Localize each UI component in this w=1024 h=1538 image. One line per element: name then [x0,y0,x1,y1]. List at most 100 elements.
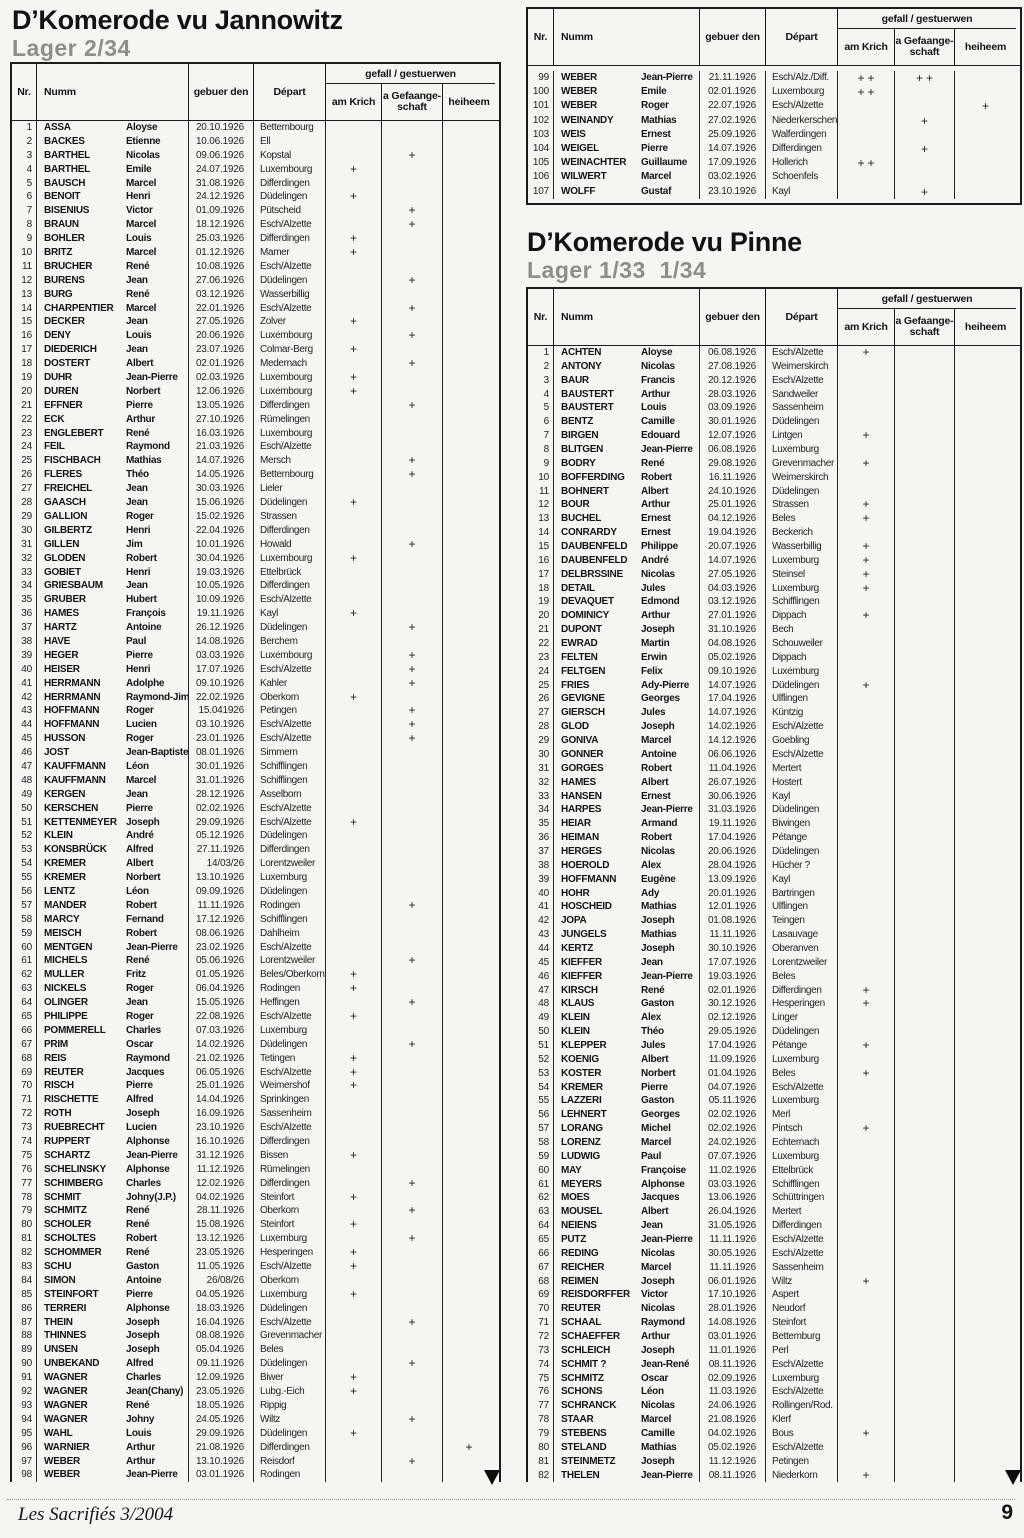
row-number: 68 [538,1275,549,1287]
name-cell: FEIL Raymond [36,440,188,455]
name-cell: KERGEN Jean [36,787,188,802]
depart-cell: Düdelingen [765,415,837,430]
mark-heiheem [442,634,495,649]
given-name: Georges [641,693,680,705]
depart-cell: Lubg.-Eich [253,1385,325,1399]
table-row: 40 HEISER Henri 17.07.1926 Esch/Alzette + [12,662,499,677]
table-row: 63 NICKELS Roger 06.04.1926 Rodingen + [12,981,499,997]
mark-am-krich [325,1093,381,1108]
given-name: Jean [126,344,148,356]
given-name: Alex [641,1012,662,1024]
name-cell: SCHMITZ René [36,1204,188,1219]
given-name: Jean [126,580,148,592]
birthdate-cell: 08.08.1926 [188,1329,253,1344]
mark-am-krich: + [837,456,894,471]
mark-gefaangeschaft: + [381,995,442,1011]
mark-gefaangeschaft [381,746,442,760]
mark-gefaangeschaft [381,176,442,191]
row-number: 37 [21,622,32,634]
mark-am-krich [325,176,381,191]
depart-cell: Sassenheim [253,1107,325,1122]
depart-cell: Differdingen [253,579,325,594]
surname: MARCY [44,913,80,925]
name-cell: EFFNER Pierre [36,398,188,413]
mark-gefaangeschaft [894,85,954,100]
mark-gefaangeschaft [381,1260,442,1274]
surname: KOENIG [561,1053,599,1065]
mark-am-krich: + [837,608,894,624]
name-cell: BURG René [36,287,188,302]
birthdate-cell: 07.03.1926 [188,1023,253,1038]
row-number: 54 [21,858,32,870]
table-row: 55 KREMER Norbert 13.10.1926 Luxemburg [12,871,499,885]
mark-am-krich [837,443,894,457]
name-cell: MARCY Fernand [36,912,188,927]
mark-am-krich: + [325,315,381,330]
table-row: 81 STEINMETZ Joseph 11.12.1926 Petingen [528,1454,1020,1469]
birthdate-cell: 09.06.1926 [188,148,253,163]
surname: HARPES [561,804,602,816]
birthdate-cell: 23.02.1926 [188,940,253,955]
birthdate-cell: 17.04.1926 [699,831,765,845]
mark-am-krich [325,1440,381,1455]
surname: KLEIN [44,830,73,842]
given-name: René [126,1205,150,1217]
birthdate-cell: 27.05.1926 [188,315,253,330]
mark-gefaangeschaft [894,983,954,998]
birthdate-cell: 31.03.1926 [699,803,765,818]
depart-cell: Medernach [253,357,325,372]
birthdate-cell: 31.10.1926 [699,623,765,638]
surname: SCHMITZ [561,1372,604,1384]
name-cell: KIRSCH René [553,983,699,998]
mark-gefaangeschaft [894,1316,954,1331]
depart-cell: Oberkorn [253,690,325,705]
mark-heiheem [442,287,495,302]
surname: KIEFFER [561,956,603,968]
mark-gefaangeschaft [894,872,954,887]
mark-heiheem [442,996,495,1011]
depart-cell: Differdingen [765,1219,837,1234]
row-number: 39 [21,649,32,661]
depart-cell: Steinfort [253,1190,325,1205]
mark-am-krich: + [325,1079,381,1094]
page-subtitle-lager-1-33-1-34: Lager 1/33 1/34 [527,257,707,283]
surname: DETAIL [561,582,595,594]
name-cell: BAUSTERT Arthur [553,387,699,402]
mark-gefaangeschaft [894,720,954,735]
surname: MICHELS [44,955,88,967]
col-header-nr: Nr. [17,86,31,98]
table-row: 46 KIEFFER Jean-Pierre 19.03.1926 Beles [528,969,1020,984]
table-row: 70 RISCH Pierre 25.01.1926 Weimershof + [12,1079,499,1094]
birthdate-cell: 09.11.1926 [188,1357,253,1372]
mark-heiheem [954,1357,1016,1372]
mark-gefaangeschaft [381,940,442,955]
table-row: 11 BRUCHER René 10.08.1926 Esch/Alzette [12,259,499,274]
mark-gefaangeschaft [381,523,442,538]
page-title-pinne: D’Komerode vu Pinne [527,227,802,257]
birthdate-cell: 26/08/26 [188,1273,253,1288]
given-name: Pierre [126,802,153,814]
mark-am-krich [837,831,894,845]
birthdate-cell: 25.03.1926 [188,232,253,247]
name-cell: CONRARDY Ernest [553,526,699,541]
depart-cell: Linger [765,1011,837,1026]
name-cell: WEINACHTER Guillaume [553,156,699,171]
table-jannowitz-continued: Nr. Numm gebuer den Départ gefall / gest… [526,7,1022,205]
surname: TERRERI [44,1302,87,1314]
birthdate-cell: 16.11.1926 [699,470,765,485]
name-cell: BLITGEN Jean-Pierre [553,443,699,457]
name-cell: KLEPPER Jules [553,1038,699,1053]
depart-cell: Oberkorn [253,1273,325,1288]
birthdate-cell: 08.11.1926 [699,1357,765,1372]
surname: WAGNER [44,1386,88,1398]
given-name: Lucien [126,719,157,731]
mark-am-krich [837,941,894,956]
mark-am-krich [837,595,894,610]
mark-heiheem [442,301,495,316]
given-name: René [126,1219,150,1231]
table-row: 102 WEINANDY Mathias 27.02.1926 Niederkersch… [528,113,1020,128]
name-cell: MEYERS Alphonse [553,1177,699,1192]
row-number: 26 [538,693,549,705]
given-name: Louis [126,1427,152,1439]
mark-heiheem [954,1163,1016,1178]
